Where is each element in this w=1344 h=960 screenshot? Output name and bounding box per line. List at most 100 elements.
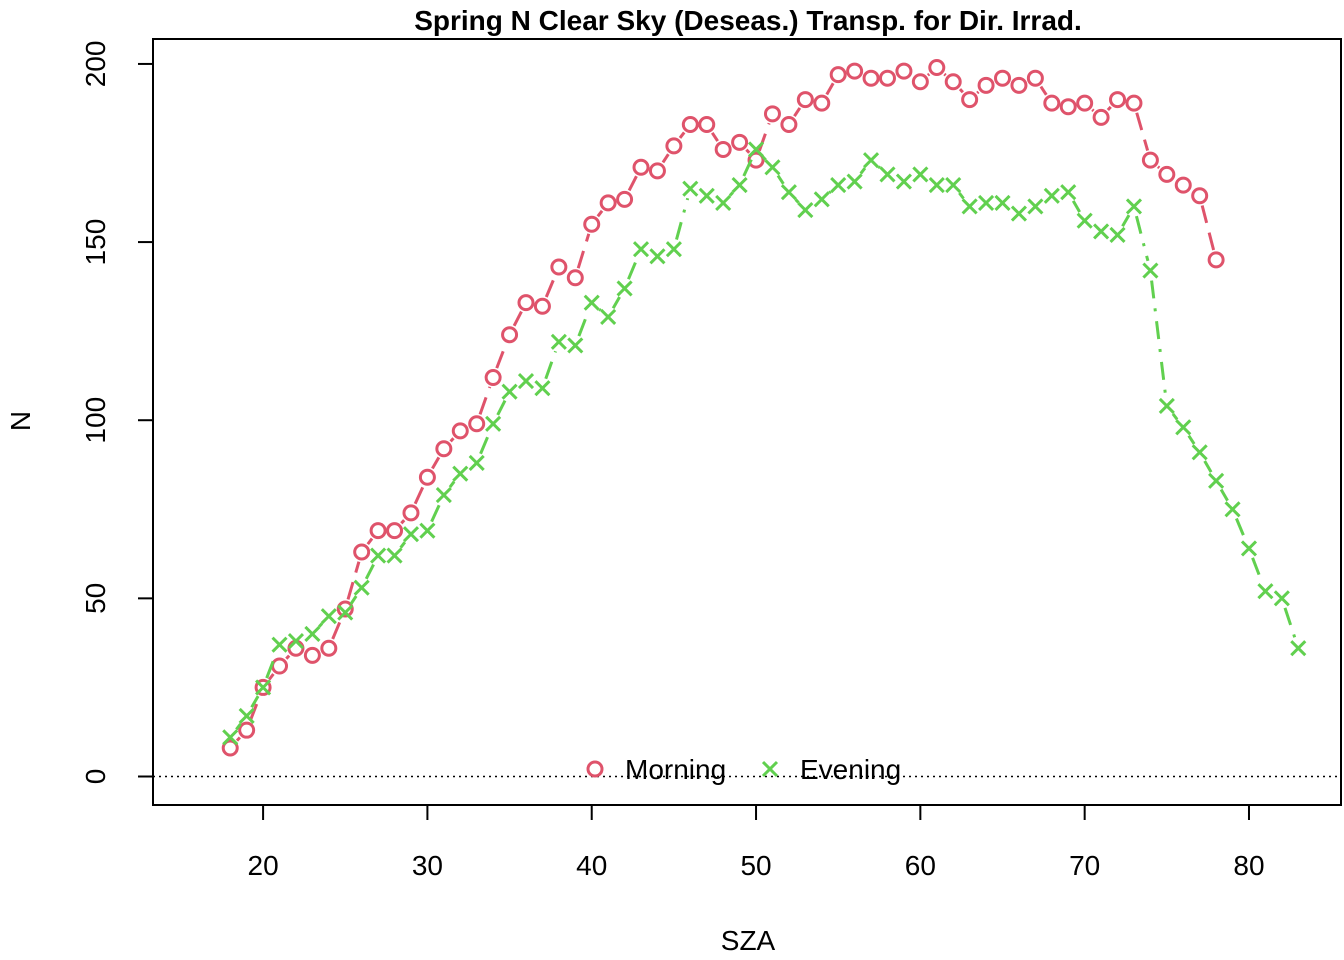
data-point-evening [402,526,420,543]
data-point-morning [1125,94,1143,112]
series-segment [479,432,491,455]
data-point-evening [1043,187,1060,204]
series-segment [678,131,686,139]
data-point-morning [862,69,880,87]
data-point-evening [271,636,288,653]
series-segment [1187,434,1196,445]
data-point-evening [320,608,337,625]
data-point-evening [370,547,387,564]
data-point-evening [632,241,650,258]
series-segment [400,519,406,525]
series-segment [1121,214,1131,228]
legend-label-morning: Morning [625,754,726,785]
data-point-evening [468,454,485,472]
series-segment [1235,517,1247,540]
series-segment [495,343,508,369]
series-segment [793,107,802,117]
series-segment [349,595,358,606]
data-point-evening [1240,540,1258,557]
data-point-morning [353,543,371,561]
series-segment [745,148,751,154]
y-axis-label: N [5,411,36,431]
x-tick-label: 70 [1069,850,1100,881]
data-point-evening [1290,640,1307,657]
legend-entry-evening: Evening [761,754,901,785]
data-point-morning [961,91,979,109]
x-tick-label: 60 [905,850,936,881]
data-point-evening [550,333,567,350]
data-point-morning [369,522,387,540]
data-point-evening [1027,198,1044,215]
series-segment [1135,112,1150,151]
series-segment [364,563,375,580]
x-tick-label: 20 [248,850,279,881]
data-point-evening [419,522,436,539]
series-segment [1283,607,1297,640]
series-segment [448,480,456,489]
data-point-evening [1125,198,1143,215]
series-segment [794,198,800,204]
x-axis-label: SZA [721,925,776,956]
series-segment [728,191,734,197]
data-point-evening [255,679,272,696]
data-point-evening [665,241,682,258]
data-point-evening [583,294,600,311]
data-point-evening [945,177,962,194]
data-point-morning [1010,76,1028,94]
data-point-morning [468,415,486,433]
series-segment [828,190,832,194]
data-point-evening [222,729,239,746]
series-evening [222,141,1307,746]
data-point-morning [583,215,601,233]
data-point-evening [304,625,321,643]
series-segment [576,233,591,269]
data-point-morning [928,59,946,77]
series-segment [285,654,291,660]
data-point-morning [846,62,864,80]
data-point-morning [796,91,814,109]
data-point-evening [978,194,995,211]
series-segment [1039,85,1048,96]
series-segment [496,399,507,416]
series-segment [318,622,324,628]
data-point-morning [238,721,256,739]
data-point-morning [895,62,913,80]
chart-title: Spring N Clear Sky (Deseas.) Transp. for… [414,5,1082,36]
data-point-evening [1208,472,1225,489]
data-point-morning [1092,108,1110,126]
data-point-evening [238,707,255,724]
y-tick-label: 0 [80,769,111,785]
data-point-evening [1076,212,1093,229]
data-point-morning [616,190,634,208]
y-axis: 0 50 100 150 200 [80,41,154,785]
series-segment [544,350,557,380]
data-point-morning [1174,176,1192,194]
data-point-evening [846,173,863,190]
data-point-morning [599,194,617,212]
data-point-evening [879,166,896,183]
series-segment [627,257,639,280]
series-segment [825,82,835,96]
data-point-morning [731,133,749,151]
legend: Morning Evening [586,754,901,785]
series-segment [399,541,407,549]
data-point-evening [764,159,781,176]
data-point-morning [681,116,699,134]
series-segment [1219,488,1229,502]
series-segment [248,696,261,722]
series-layer [221,59,1307,757]
data-point-evening [715,194,732,211]
data-point-morning [994,69,1012,87]
series-segment [413,485,425,505]
series-segment [366,537,374,546]
series-segment [265,653,278,679]
data-point-morning [1141,151,1159,169]
data-point-morning [632,158,650,176]
data-point-evening [698,187,715,204]
data-point-morning [1059,98,1077,116]
series-segment [1156,165,1161,169]
data-point-morning [1207,251,1225,269]
data-point-evening [649,248,666,265]
data-point-evening [731,177,748,194]
data-point-morning [303,646,321,664]
